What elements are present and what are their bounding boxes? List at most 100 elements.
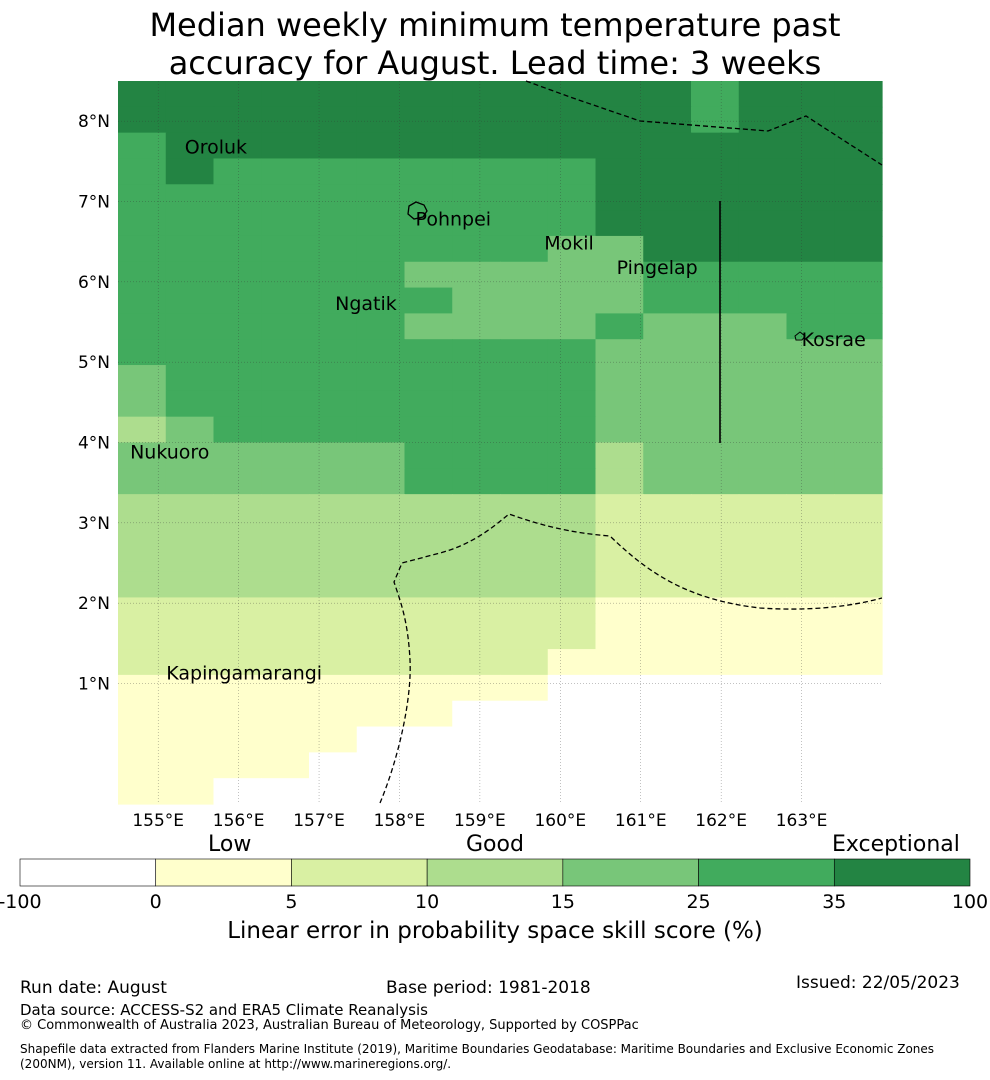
grid-cell [500, 132, 549, 160]
grid-cell [452, 442, 501, 469]
grid-cell [404, 649, 453, 676]
grid-cell [309, 416, 358, 444]
grid-cell [547, 519, 597, 547]
map-title-line-1: Median weekly minimum temperature past [149, 6, 841, 44]
grid-cell [547, 571, 597, 599]
latitude-tick-label: 5°N [78, 353, 110, 373]
grid-cell [356, 623, 406, 650]
grid-cell [261, 106, 310, 134]
grid-cell [834, 390, 883, 418]
category-exceptional-label: Exceptional [832, 832, 960, 857]
grid-cell [356, 390, 406, 418]
grid-cell [165, 184, 215, 211]
colorbar-segment [426, 858, 564, 887]
grid-cell [595, 597, 644, 624]
grid-cell [547, 132, 597, 160]
grid-cell [643, 442, 692, 469]
colorbar-tick-label: -100 [0, 891, 42, 913]
grid-cell [356, 158, 406, 185]
grid-cell [738, 132, 788, 160]
grid-cell [118, 700, 167, 728]
grid-cell [452, 365, 501, 392]
grid-cell [261, 519, 310, 547]
grid-cell [500, 597, 549, 624]
grid-cell [691, 313, 740, 340]
shapefile-credit: Shapefile data extracted from Flanders M… [20, 1042, 935, 1071]
grid-cell [309, 545, 358, 573]
grid-cell [786, 494, 835, 521]
grid-cell [213, 726, 262, 753]
grid-cell [786, 726, 835, 753]
grid-cell [595, 416, 644, 444]
grid-cell [118, 210, 167, 237]
grid-cell [118, 158, 167, 185]
colorbar-tick-label: 5 [285, 891, 297, 913]
colorbar-segment [19, 858, 157, 887]
grid-cell [595, 81, 644, 108]
grid-cell [356, 184, 406, 211]
grid-cell [404, 416, 453, 444]
longitude-tick-label: 162°E [695, 811, 747, 831]
grid-cell [547, 287, 597, 314]
grid-cell [643, 390, 692, 418]
grid-cell [261, 313, 310, 340]
grid-cell [118, 597, 167, 624]
grid-cell [691, 726, 740, 753]
grid-cell [356, 494, 406, 521]
grid-cell [547, 416, 597, 444]
grid-cell [691, 261, 740, 289]
grid-cell [118, 235, 167, 263]
grid-cell [118, 519, 167, 547]
grid-cell [118, 106, 167, 134]
grid-cell [738, 339, 788, 366]
grid-cell [309, 106, 358, 134]
longitude-tick-label: 160°E [534, 811, 586, 831]
grid-cell [691, 519, 740, 547]
grid-cell [834, 106, 883, 134]
grid-cell [595, 390, 644, 418]
grid-cell [595, 339, 644, 366]
grid-cell [786, 416, 835, 444]
grid-cell [404, 468, 453, 495]
issued-date: Issued: 22/05/2023 [796, 973, 960, 993]
grid-cell [547, 468, 597, 495]
grid-cell [786, 184, 835, 211]
grid-cell [547, 339, 597, 366]
grid-cell [786, 442, 835, 469]
grid-cell [452, 674, 501, 702]
grid-cell [356, 339, 406, 366]
grid-cell [356, 313, 406, 340]
grid-cell [452, 623, 501, 650]
grid-cell [738, 390, 788, 418]
grid-cell [834, 416, 883, 444]
grid-cell [500, 390, 549, 418]
grid-cell [547, 235, 597, 263]
grid-cell [309, 649, 358, 676]
grid-cell [547, 365, 597, 392]
grid-cell [786, 752, 835, 779]
grid-cell [356, 571, 406, 599]
grid-cell [547, 210, 597, 237]
run-date: Run date: August [20, 978, 167, 998]
grid-cell [213, 778, 262, 805]
grid-cell [356, 726, 406, 753]
grid-cell [213, 184, 262, 211]
grid-cell [786, 623, 835, 650]
grid-cell [261, 416, 310, 444]
grid-cell [404, 726, 453, 753]
grid-cell [500, 365, 549, 392]
grid-cell [595, 649, 644, 676]
grid-cell [834, 339, 883, 366]
grid-cell [500, 261, 549, 289]
grid-cell [452, 210, 501, 237]
grid-cell [165, 494, 215, 521]
grid-cell [404, 81, 453, 108]
longitude-tick-label: 157°E [293, 811, 345, 831]
grid-cell [309, 752, 358, 779]
grid-cell [786, 210, 835, 237]
grid-cell [595, 106, 644, 134]
grid-cell [356, 106, 406, 134]
grid-cell [261, 778, 310, 805]
grid-cell [643, 778, 692, 805]
grid-cell [213, 700, 262, 728]
